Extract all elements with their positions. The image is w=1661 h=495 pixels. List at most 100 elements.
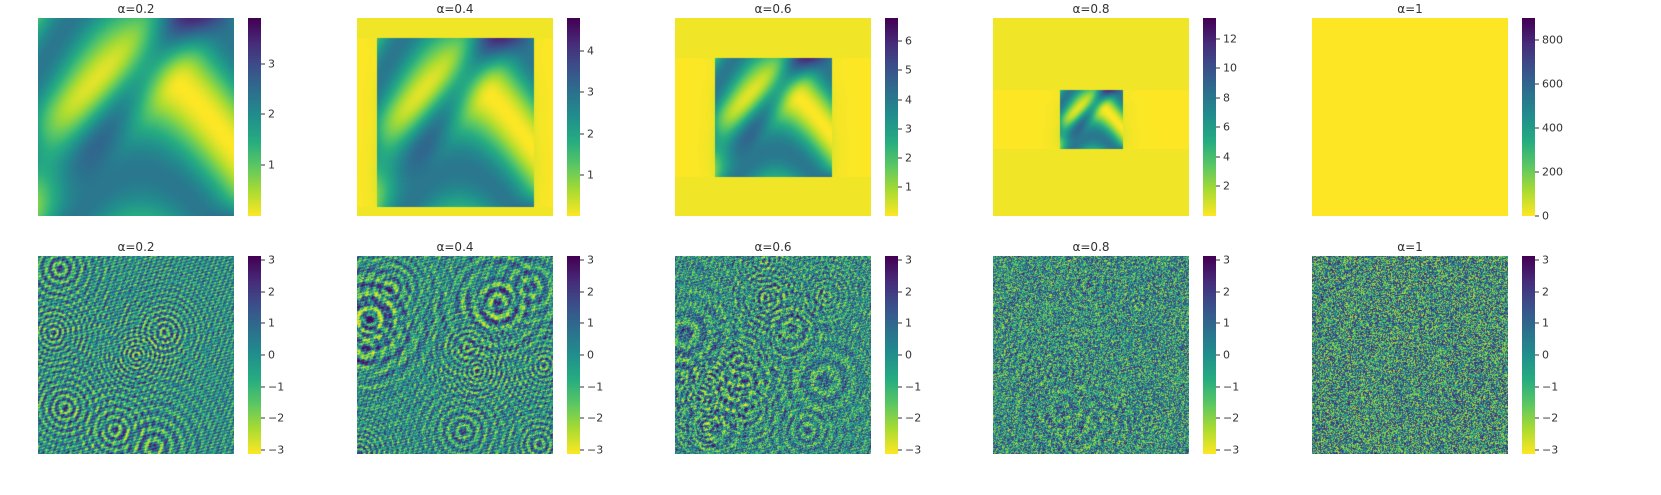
colorbar-tick-text: 0 xyxy=(268,348,275,362)
colorbar-ticks: 1 2 3 xyxy=(261,18,321,216)
colorbar-tick-label: −2 xyxy=(898,412,921,425)
colorbar-tick-text: 2 xyxy=(1223,285,1230,299)
colorbar-tick-text: 4 xyxy=(587,44,594,58)
colorbar-tick-label: 1 xyxy=(580,317,594,330)
heatmap-image xyxy=(993,18,1189,216)
colorbar-tick-label: 0 xyxy=(261,349,275,362)
colorbar-tick-label: −3 xyxy=(898,443,921,456)
colorbar-tick-label: 0 xyxy=(580,349,594,362)
heatmap-image xyxy=(38,256,234,454)
colorbar-tick-text: −1 xyxy=(268,380,285,394)
colorbar-tick-label: 2 xyxy=(898,151,912,164)
colorbar-tick-label: −3 xyxy=(1535,443,1558,456)
colorbar-tick-text: −2 xyxy=(587,411,604,425)
colorbar xyxy=(567,18,580,216)
colorbar-tick-text: 3 xyxy=(268,253,275,267)
panel-title: α=0.4 xyxy=(436,2,474,16)
colorbar-tick-text: −1 xyxy=(1542,380,1559,394)
colorbar-tick-label: −1 xyxy=(1216,380,1239,393)
colorbar-tick-text: 6 xyxy=(905,34,912,48)
colorbar-tick-text: 2 xyxy=(905,285,912,299)
colorbar-tick-text: 2 xyxy=(1223,179,1230,193)
colorbar xyxy=(1522,256,1535,454)
colorbar-tick-label: −2 xyxy=(580,412,603,425)
colorbar-tick-text: −1 xyxy=(905,380,922,394)
colorbar-tick-label: −1 xyxy=(898,380,921,393)
panel-title: α=0.8 xyxy=(1072,240,1110,254)
colorbar-tick-text: −3 xyxy=(905,443,922,457)
colorbar-tick-text: 1 xyxy=(268,316,275,330)
colorbar-tick-text: 1 xyxy=(587,168,594,182)
colorbar-tick-text: 3 xyxy=(587,253,594,267)
colorbar xyxy=(1203,256,1216,454)
colorbar-ticks: −3 −2 −1 0 1 2 3 xyxy=(1535,254,1595,456)
colorbar-tick-label: 400 xyxy=(1535,122,1563,135)
colorbar-ticks: 1 2 3 4 5 6 xyxy=(898,18,958,216)
colorbar-tick-label: 1 xyxy=(898,317,912,330)
colorbar-tick-label: 2 xyxy=(580,127,594,140)
panel-title: α=1 xyxy=(1397,2,1423,16)
colorbar-tick-text: 200 xyxy=(1542,165,1563,179)
colorbar-tick-label: −3 xyxy=(580,443,603,456)
colorbar-tick-label: 4 xyxy=(580,45,594,58)
colorbar-tick-label: 3 xyxy=(1216,254,1230,267)
colorbar-tick-text: 800 xyxy=(1542,33,1563,47)
colorbar-tick-text: 4 xyxy=(905,93,912,107)
panel-title: α=1 xyxy=(1397,240,1423,254)
heatmap-image xyxy=(357,18,553,216)
colorbar-tick-label: 2 xyxy=(1535,285,1549,298)
colorbar-tick-text: −3 xyxy=(587,443,604,457)
colorbar-tick-text: 0 xyxy=(1542,209,1549,223)
heatmap-image xyxy=(1312,18,1508,216)
colorbar-tick-label: 1 xyxy=(261,317,275,330)
colorbar-tick-label: 1 xyxy=(898,180,912,193)
colorbar-ticks: 1 2 3 4 xyxy=(580,18,640,216)
panel-title: α=0.2 xyxy=(117,2,155,16)
colorbar-tick-label: −3 xyxy=(261,443,284,456)
colorbar xyxy=(567,256,580,454)
colorbar-tick-label: 12 xyxy=(1216,32,1237,45)
colorbar-tick-label: 3 xyxy=(580,254,594,267)
colorbar-tick-text: 600 xyxy=(1542,77,1563,91)
colorbar-tick-text: 3 xyxy=(905,122,912,136)
colorbar-tick-label: 3 xyxy=(898,254,912,267)
heatmap-image xyxy=(993,256,1189,454)
colorbar-tick-text: 1 xyxy=(1223,316,1230,330)
colorbar-tick-label: 8 xyxy=(1216,91,1230,104)
colorbar-tick-label: 1 xyxy=(1535,317,1549,330)
colorbar-tick-text: 1 xyxy=(268,158,275,172)
colorbar-tick-text: 1 xyxy=(1542,316,1549,330)
colorbar-ticks: −3 −2 −1 0 1 2 3 xyxy=(1216,254,1276,456)
colorbar-tick-text: −2 xyxy=(268,411,285,425)
colorbar-tick-text: −2 xyxy=(1542,411,1559,425)
colorbar-tick-label: 1 xyxy=(261,159,275,172)
colorbar-tick-text: 0 xyxy=(587,348,594,362)
colorbar-tick-text: 12 xyxy=(1223,32,1237,46)
colorbar-tick-label: −3 xyxy=(1216,443,1239,456)
colorbar-tick-text: 3 xyxy=(1223,253,1230,267)
colorbar-tick-label: 3 xyxy=(898,122,912,135)
colorbar-tick-text: 3 xyxy=(587,85,594,99)
colorbar-tick-label: 2 xyxy=(580,285,594,298)
colorbar-tick-label: 800 xyxy=(1535,34,1563,47)
panel-title: α=0.8 xyxy=(1072,2,1110,16)
colorbar-ticks: −3 −2 −1 0 1 2 3 xyxy=(580,254,640,456)
heatmap-image xyxy=(357,256,553,454)
colorbar-tick-text: 2 xyxy=(587,127,594,140)
colorbar-tick-label: 3 xyxy=(261,57,275,70)
heatmap-image xyxy=(1312,256,1508,454)
colorbar-tick-text: 1 xyxy=(587,316,594,330)
colorbar-tick-label: 10 xyxy=(1216,62,1237,75)
colorbar-tick-label: 2 xyxy=(898,285,912,298)
colorbar-tick-label: 4 xyxy=(898,93,912,106)
colorbar-tick-text: 1 xyxy=(905,180,912,194)
colorbar-tick-label: 6 xyxy=(1216,121,1230,134)
colorbar-tick-text: 2 xyxy=(268,107,275,121)
colorbar-tick-text: 3 xyxy=(268,57,275,71)
colorbar-tick-label: 0 xyxy=(1535,349,1549,362)
colorbar xyxy=(885,18,898,216)
colorbar-tick-label: 5 xyxy=(898,64,912,77)
colorbar-tick-text: 2 xyxy=(905,151,912,165)
colorbar-tick-text: 400 xyxy=(1542,121,1563,135)
colorbar-tick-text: 4 xyxy=(1223,150,1230,164)
